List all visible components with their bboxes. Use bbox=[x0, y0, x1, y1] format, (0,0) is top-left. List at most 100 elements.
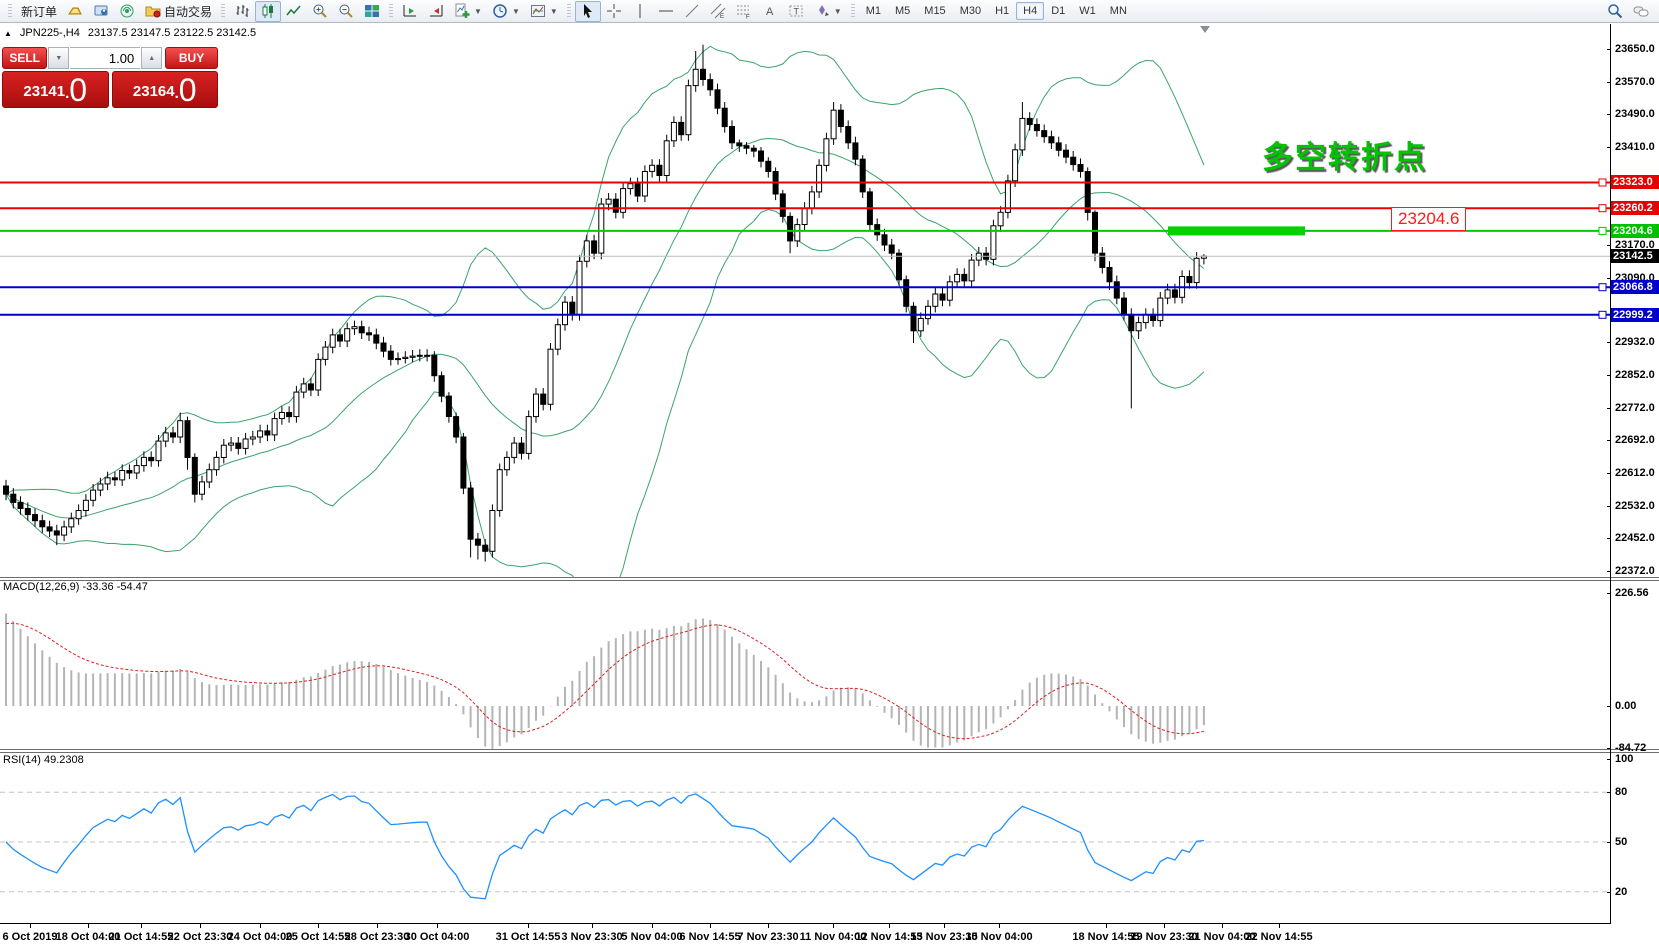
chart-title: ▲ JPN225-,H4 23137.5 23147.5 23122.5 231… bbox=[4, 27, 256, 39]
timeframe-m5[interactable]: M5 bbox=[895, 5, 911, 17]
chart-shift-button[interactable] bbox=[423, 1, 449, 22]
vertical-line-icon bbox=[632, 3, 648, 19]
chart-profile-button[interactable] bbox=[62, 1, 88, 22]
price-tag: 22999.2 bbox=[1611, 308, 1659, 322]
cursor-icon bbox=[580, 3, 596, 19]
chart-shift-marker-icon[interactable] bbox=[1200, 26, 1210, 33]
navigator-button[interactable] bbox=[88, 1, 114, 22]
bar-chart-button[interactable] bbox=[229, 1, 255, 22]
price-tag: 23260.2 bbox=[1611, 201, 1659, 215]
toolbar-grip[interactable] bbox=[221, 3, 226, 19]
sell-button[interactable]: SELL bbox=[2, 47, 48, 69]
add-indicator-icon bbox=[454, 3, 470, 19]
time-tick bbox=[1222, 924, 1223, 928]
timeframe-h4[interactable]: H4 bbox=[1016, 2, 1045, 20]
search-icon[interactable] bbox=[1607, 3, 1623, 19]
new-order-button[interactable]: 新订单 bbox=[16, 1, 62, 22]
time-tick-label: 25 Oct 14:55 bbox=[285, 931, 351, 943]
timeframe-m30[interactable]: M30 bbox=[959, 5, 982, 17]
text-tool-button[interactable]: A bbox=[757, 1, 783, 22]
navigator-icon bbox=[93, 3, 109, 19]
vertical-line-tool-button[interactable] bbox=[627, 1, 653, 22]
fibonacci-icon: F bbox=[736, 3, 752, 19]
time-tick bbox=[889, 924, 890, 928]
dropdown-caret-icon: ▼ bbox=[549, 6, 558, 16]
timeframe-m1[interactable]: M1 bbox=[865, 5, 881, 17]
price-tick bbox=[1607, 538, 1611, 539]
arrows-tool-button[interactable]: ▼ bbox=[809, 1, 847, 22]
time-axis[interactable]: 6 Oct 2019 18 Oct 04:00 21 Oct 14:55 22 Oct… bbox=[0, 923, 1611, 947]
timeframe-w1[interactable]: W1 bbox=[1079, 5, 1096, 17]
toolbar-grip[interactable] bbox=[389, 3, 394, 19]
line-chart-icon bbox=[286, 3, 302, 19]
periods-button[interactable]: ▼ bbox=[487, 1, 525, 22]
toolbar-grip[interactable] bbox=[566, 3, 571, 19]
price-tick-label: 22772.0 bbox=[1615, 402, 1655, 414]
trendline-tool-button[interactable] bbox=[679, 1, 705, 22]
macd-pane[interactable] bbox=[0, 580, 1610, 750]
auto-scroll-button[interactable] bbox=[397, 1, 423, 22]
tile-windows-button[interactable] bbox=[359, 1, 385, 22]
buy-price-dot: . bbox=[174, 85, 179, 102]
toolbar-grip[interactable] bbox=[8, 3, 12, 19]
signals-button[interactable] bbox=[114, 1, 140, 22]
price-tick-label: 22692.0 bbox=[1615, 434, 1655, 446]
rsi-pane[interactable] bbox=[0, 752, 1610, 923]
fibonacci-tool-button[interactable]: F bbox=[731, 1, 757, 22]
horizontal-line-icon bbox=[658, 3, 674, 19]
one-click-trading-panel: SELL ▼ ▲ BUY 23141.0 23164.0 bbox=[2, 47, 219, 108]
timeframe-h1[interactable]: H1 bbox=[995, 5, 1010, 17]
time-tick bbox=[141, 924, 142, 928]
price-tick bbox=[1607, 408, 1611, 409]
time-tick-label: 21 Nov 04:00 bbox=[1188, 931, 1256, 943]
cursor-button[interactable] bbox=[574, 0, 601, 22]
templates-button[interactable]: ▼ bbox=[525, 1, 563, 22]
channel-tool-button[interactable]: E bbox=[705, 1, 731, 22]
sell-price-pip: 0 bbox=[69, 72, 88, 108]
toolbar-grip[interactable] bbox=[850, 3, 855, 19]
macd-scale-label: 226.56 bbox=[1615, 587, 1649, 599]
level-price-label: 23204.6 bbox=[1391, 207, 1467, 231]
volume-decrease-button[interactable]: ▼ bbox=[48, 47, 70, 69]
svg-text:F: F bbox=[746, 15, 750, 20]
main-chart-pane[interactable] bbox=[0, 24, 1610, 577]
timeframe-m15[interactable]: M15 bbox=[924, 5, 946, 17]
signal-icon bbox=[119, 3, 135, 19]
buy-price-display[interactable]: 23164. 0 bbox=[111, 71, 218, 108]
indicators-button[interactable]: ▼ bbox=[449, 1, 487, 22]
zoom-in-icon bbox=[312, 3, 328, 19]
bar-chart-icon bbox=[234, 3, 250, 19]
horizontal-line-tool-button[interactable] bbox=[653, 1, 679, 22]
sell-price-display[interactable]: 23141. 0 bbox=[2, 71, 109, 108]
rsi-scale-label: 50 bbox=[1615, 836, 1628, 848]
pane-separator[interactable] bbox=[0, 749, 1659, 753]
label-tool-button[interactable]: T bbox=[783, 1, 809, 22]
price-tick bbox=[1607, 375, 1611, 376]
time-tick-label: 31 Oct 14:55 bbox=[495, 931, 561, 943]
price-tick-label: 23570.0 bbox=[1615, 76, 1655, 88]
pane-separator[interactable] bbox=[0, 577, 1659, 581]
zoom-out-button[interactable] bbox=[333, 1, 359, 22]
chat-icon[interactable] bbox=[1633, 3, 1649, 19]
price-tick-label: 22452.0 bbox=[1615, 532, 1655, 544]
time-tick bbox=[999, 924, 1000, 928]
price-tick bbox=[1607, 49, 1611, 50]
rsi-chart bbox=[0, 791, 1610, 900]
crosshair-button[interactable] bbox=[601, 1, 627, 22]
candlestick-chart-button[interactable] bbox=[255, 0, 282, 22]
time-tick bbox=[944, 924, 945, 928]
price-axis[interactable]: 23650.0 23570.0 23490.0 23410.0 23170.0 23090… bbox=[1607, 24, 1659, 923]
time-tick-label: 11 Nov 04:00 bbox=[799, 931, 867, 943]
macd-scale-tick bbox=[1607, 593, 1611, 594]
sell-price-int: 23141 bbox=[23, 83, 66, 100]
auto-trading-button[interactable]: 自动交易 bbox=[140, 1, 217, 22]
timeframe-mn[interactable]: MN bbox=[1109, 5, 1127, 17]
volume-increase-button[interactable]: ▲ bbox=[141, 47, 163, 69]
volume-input[interactable] bbox=[70, 47, 141, 69]
timeframe-d1[interactable]: D1 bbox=[1051, 5, 1066, 17]
time-tick-label: 13 Nov 23:30 bbox=[910, 931, 978, 943]
line-chart-button[interactable] bbox=[281, 1, 307, 22]
buy-button[interactable]: BUY bbox=[165, 47, 219, 69]
zoom-in-button[interactable] bbox=[307, 1, 333, 22]
time-tick bbox=[318, 924, 319, 928]
